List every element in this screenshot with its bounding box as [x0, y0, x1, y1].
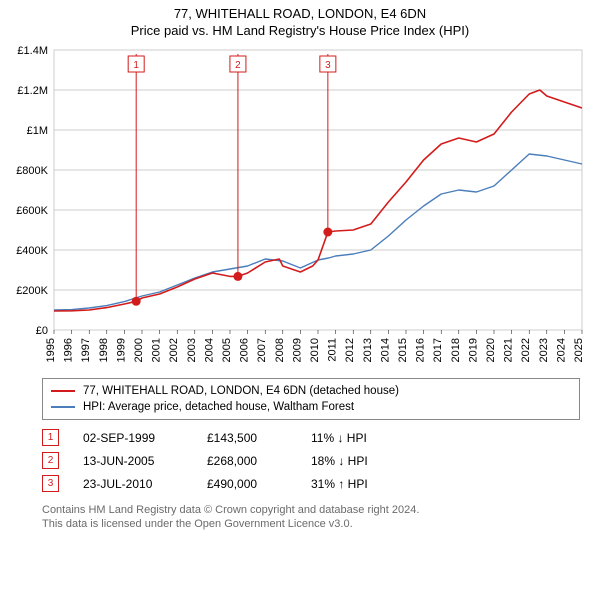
svg-text:1999: 1999	[115, 338, 127, 362]
svg-text:2000: 2000	[133, 338, 145, 362]
footer-line-1: Contains HM Land Registry data © Crown c…	[42, 503, 580, 517]
sale-price: £490,000	[207, 477, 287, 491]
svg-text:£0: £0	[36, 325, 48, 337]
svg-text:2001: 2001	[151, 338, 163, 362]
legend-swatch	[51, 390, 75, 392]
footer-line-2: This data is licensed under the Open Gov…	[42, 517, 580, 531]
svg-text:2023: 2023	[538, 338, 550, 362]
sale-price: £268,000	[207, 454, 287, 468]
sale-badge: 3	[42, 475, 59, 492]
svg-text:2021: 2021	[503, 338, 515, 362]
svg-text:£200K: £200K	[16, 285, 48, 297]
sale-date: 02-SEP-1999	[83, 431, 183, 445]
svg-text:£400K: £400K	[16, 245, 48, 257]
sale-badge: 1	[42, 429, 59, 446]
svg-text:2: 2	[235, 60, 241, 71]
legend-swatch	[51, 406, 75, 408]
svg-text:2011: 2011	[327, 338, 339, 362]
svg-text:2005: 2005	[221, 338, 233, 362]
sale-row: 3 23-JUL-2010 £490,000 31% ↑ HPI	[42, 472, 580, 495]
sale-pct-vs-hpi: 11% ↓ HPI	[311, 431, 421, 445]
svg-text:1998: 1998	[98, 338, 110, 362]
svg-text:2008: 2008	[274, 338, 286, 362]
svg-text:2014: 2014	[379, 338, 391, 362]
svg-text:2015: 2015	[397, 338, 409, 362]
sale-price: £143,500	[207, 431, 287, 445]
svg-text:2013: 2013	[362, 338, 374, 362]
svg-text:1997: 1997	[80, 338, 92, 362]
svg-text:3: 3	[325, 60, 331, 71]
svg-text:2022: 2022	[520, 338, 532, 362]
sale-date: 13-JUN-2005	[83, 454, 183, 468]
legend-label: HPI: Average price, detached house, Walt…	[83, 399, 354, 415]
svg-text:2018: 2018	[450, 338, 462, 362]
chart-container: £0 £200K £400K £600K £800K £1M £1.2M £1.4M 1995 1…	[0, 42, 600, 372]
svg-text:£1M: £1M	[27, 125, 48, 137]
svg-text:2009: 2009	[291, 338, 303, 362]
sale-pct-vs-hpi: 18% ↓ HPI	[311, 454, 421, 468]
svg-text:£600K: £600K	[16, 205, 48, 217]
legend-label: 77, WHITEHALL ROAD, LONDON, E4 6DN (deta…	[83, 383, 399, 399]
svg-text:1995: 1995	[45, 338, 57, 362]
line-chart: £0 £200K £400K £600K £800K £1M £1.2M £1.4M 1995 1…	[0, 42, 600, 372]
footer-attribution: Contains HM Land Registry data © Crown c…	[42, 503, 580, 532]
sales-table: 1 02-SEP-1999 £143,500 11% ↓ HPI 2 13-JUN-200…	[42, 426, 580, 495]
sale-badge: 2	[42, 452, 59, 469]
svg-text:2010: 2010	[309, 338, 321, 362]
svg-text:£1.4M: £1.4M	[17, 45, 48, 57]
legend: 77, WHITEHALL ROAD, LONDON, E4 6DN (deta…	[42, 378, 580, 420]
svg-text:2019: 2019	[467, 338, 479, 362]
svg-text:2003: 2003	[186, 338, 198, 362]
svg-text:2002: 2002	[168, 338, 180, 362]
sale-row: 2 13-JUN-2005 £268,000 18% ↓ HPI	[42, 449, 580, 472]
legend-item: 77, WHITEHALL ROAD, LONDON, E4 6DN (deta…	[51, 383, 571, 399]
svg-text:2004: 2004	[203, 338, 215, 362]
svg-text:2024: 2024	[555, 338, 567, 362]
sale-pct-vs-hpi: 31% ↑ HPI	[311, 477, 421, 491]
svg-text:1: 1	[133, 60, 139, 71]
svg-text:£800K: £800K	[16, 165, 48, 177]
page-subtitle: Price paid vs. HM Land Registry's House …	[0, 21, 600, 42]
sale-row: 1 02-SEP-1999 £143,500 11% ↓ HPI	[42, 426, 580, 449]
svg-text:1996: 1996	[63, 338, 75, 362]
svg-text:2020: 2020	[485, 338, 497, 362]
sale-date: 23-JUL-2010	[83, 477, 183, 491]
legend-item: HPI: Average price, detached house, Walt…	[51, 399, 571, 415]
svg-text:2017: 2017	[432, 338, 444, 362]
svg-text:£1.2M: £1.2M	[17, 85, 48, 97]
svg-text:2025: 2025	[573, 338, 585, 362]
page-title: 77, WHITEHALL ROAD, LONDON, E4 6DN	[0, 0, 600, 21]
svg-text:2007: 2007	[256, 338, 268, 362]
svg-text:2006: 2006	[239, 338, 251, 362]
svg-text:2016: 2016	[415, 338, 427, 362]
svg-text:2012: 2012	[344, 338, 356, 362]
